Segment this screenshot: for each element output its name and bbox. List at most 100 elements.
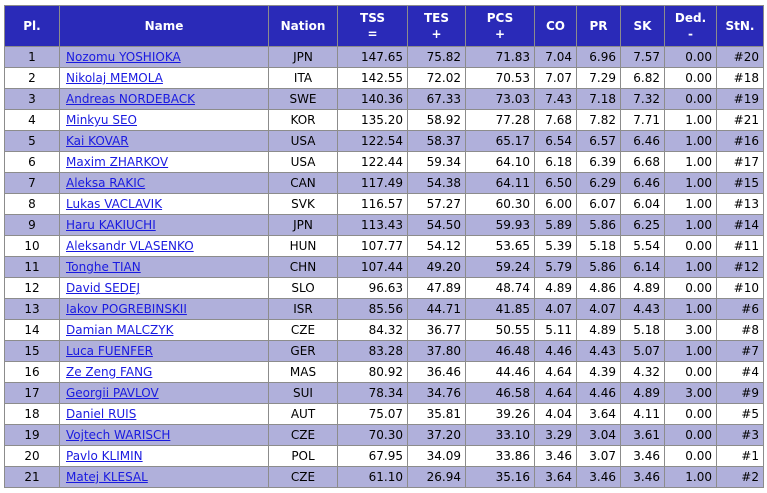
sk-cell: 4.89: [620, 277, 665, 299]
table-row: 17 Georgii PAVLOV SUI 78.34 34.76 46.58 4.64 4.…: [4, 382, 764, 404]
pcs-cell: 33.86: [465, 445, 535, 467]
place-cell: 13: [4, 298, 60, 320]
tss-cell: 67.95: [337, 445, 408, 467]
nation-cell: ITA: [268, 67, 338, 89]
skater-name-link[interactable]: Aleksandr VLASENKO: [66, 239, 194, 253]
skater-name-link[interactable]: Haru KAKIUCHI: [66, 218, 156, 232]
skater-name-cell: Aleksa RAKIC: [59, 172, 269, 194]
nation-cell: CZE: [268, 424, 338, 446]
place-cell: 4: [4, 109, 60, 131]
skater-name-link[interactable]: Matej KLESAL: [66, 470, 148, 484]
pcs-cell: 46.48: [465, 340, 535, 362]
sk-cell: 4.89: [620, 382, 665, 404]
pr-cell: 5.86: [576, 256, 621, 278]
pcs-cell: 35.16: [465, 466, 535, 488]
col-header-nation-label: Nation: [280, 19, 326, 33]
sk-cell: 5.54: [620, 235, 665, 257]
start-number-cell: #21: [716, 109, 764, 131]
co-cell: 6.00: [534, 193, 577, 215]
tss-cell: 85.56: [337, 298, 408, 320]
skater-name-link[interactable]: Georgii PAVLOV: [66, 386, 159, 400]
start-number-cell: #10: [716, 277, 764, 299]
place-cell: 7: [4, 172, 60, 194]
skater-name-link[interactable]: Daniel RUIS: [66, 407, 137, 421]
skater-name-link[interactable]: Iakov POGREBINSKII: [66, 302, 187, 316]
place-cell: 11: [4, 256, 60, 278]
tss-cell: 142.55: [337, 67, 408, 89]
skater-name-link[interactable]: Pavlo KLIMIN: [66, 449, 143, 463]
pr-cell: 7.29: [576, 67, 621, 89]
co-cell: 7.43: [534, 88, 577, 110]
skater-name-link[interactable]: Kai KOVAR: [66, 134, 129, 148]
deductions-cell: 3.00: [664, 382, 717, 404]
tss-cell: 122.44: [337, 151, 408, 173]
pr-cell: 6.29: [576, 172, 621, 194]
col-header-pcs-label: PCS: [486, 11, 514, 25]
skater-name-link[interactable]: Andreas NORDEBACK: [66, 92, 195, 106]
col-header-place: Pl.: [4, 5, 60, 47]
place-cell: 2: [4, 67, 60, 89]
sk-cell: 3.46: [620, 466, 665, 488]
tes-cell: 72.02: [407, 67, 466, 89]
skater-name-link[interactable]: Nozomu YOSHIOKA: [66, 50, 181, 64]
col-header-name-label: Name: [144, 19, 184, 33]
skater-name-link[interactable]: Aleksa RAKIC: [66, 176, 146, 190]
deductions-cell: 1.00: [664, 214, 717, 236]
co-cell: 7.07: [534, 67, 577, 89]
col-header-sk-label: SK: [633, 19, 652, 33]
skater-name-link[interactable]: Vojtech WARISCH: [66, 428, 171, 442]
skater-name-link[interactable]: Tonghe TIAN: [66, 260, 141, 274]
col-header-deductions-operator: -: [688, 27, 693, 41]
place-cell: 17: [4, 382, 60, 404]
co-cell: 4.46: [534, 340, 577, 362]
pcs-cell: 41.85: [465, 298, 535, 320]
pcs-cell: 65.17: [465, 130, 535, 152]
skater-name-link[interactable]: David SEDEJ: [66, 281, 141, 295]
sk-cell: 4.11: [620, 403, 665, 425]
sk-cell: 5.18: [620, 319, 665, 341]
co-cell: 4.89: [534, 277, 577, 299]
nation-cell: KOR: [268, 109, 338, 131]
tes-cell: 36.77: [407, 319, 466, 341]
sk-cell: 6.25: [620, 214, 665, 236]
table-row: 19 Vojtech WARISCH CZE 70.30 37.20 33.10 3.29 3…: [4, 424, 764, 446]
skater-name-link[interactable]: Damian MALCZYK: [66, 323, 174, 337]
nation-cell: HUN: [268, 235, 338, 257]
nation-cell: CZE: [268, 319, 338, 341]
skater-name-cell: Luca FUENFER: [59, 340, 269, 362]
skater-name-link[interactable]: Nikolaj MEMOLA: [66, 71, 163, 85]
pr-cell: 5.86: [576, 214, 621, 236]
results-table: Pl. Name Nation TSS = TES + PCS + CO PR …: [4, 5, 764, 488]
place-cell: 16: [4, 361, 60, 383]
co-cell: 7.04: [534, 46, 577, 68]
skater-name-link[interactable]: Ze Zeng FANG: [66, 365, 153, 379]
start-number-cell: #14: [716, 214, 764, 236]
start-number-cell: #1: [716, 445, 764, 467]
skater-name-link[interactable]: Minkyu SEO: [66, 113, 137, 127]
tes-cell: 59.34: [407, 151, 466, 173]
skater-name-cell: Georgii PAVLOV: [59, 382, 269, 404]
start-number-cell: #9: [716, 382, 764, 404]
pcs-cell: 39.26: [465, 403, 535, 425]
deductions-cell: 0.00: [664, 361, 717, 383]
col-header-co-label: CO: [545, 19, 565, 33]
sk-cell: 6.46: [620, 130, 665, 152]
start-number-cell: #4: [716, 361, 764, 383]
co-cell: 3.46: [534, 445, 577, 467]
tes-cell: 54.12: [407, 235, 466, 257]
skater-name-cell: Lukas VACLAVIK: [59, 193, 269, 215]
pcs-cell: 50.55: [465, 319, 535, 341]
pr-cell: 5.18: [576, 235, 621, 257]
skater-name-link[interactable]: Lukas VACLAVIK: [66, 197, 163, 211]
tss-cell: 70.30: [337, 424, 408, 446]
skater-name-link[interactable]: Maxim ZHARKOV: [66, 155, 169, 169]
start-number-cell: #16: [716, 130, 764, 152]
place-cell: 9: [4, 214, 60, 236]
sk-cell: 7.57: [620, 46, 665, 68]
skater-name-link[interactable]: Luca FUENFER: [66, 344, 153, 358]
pcs-cell: 70.53: [465, 67, 535, 89]
header-row: Pl. Name Nation TSS = TES + PCS + CO PR …: [4, 5, 764, 47]
sk-cell: 6.14: [620, 256, 665, 278]
pr-cell: 4.07: [576, 298, 621, 320]
table-row: 7 Aleksa RAKIC CAN 117.49 54.38 64.11 6.50 6.29…: [4, 172, 764, 194]
